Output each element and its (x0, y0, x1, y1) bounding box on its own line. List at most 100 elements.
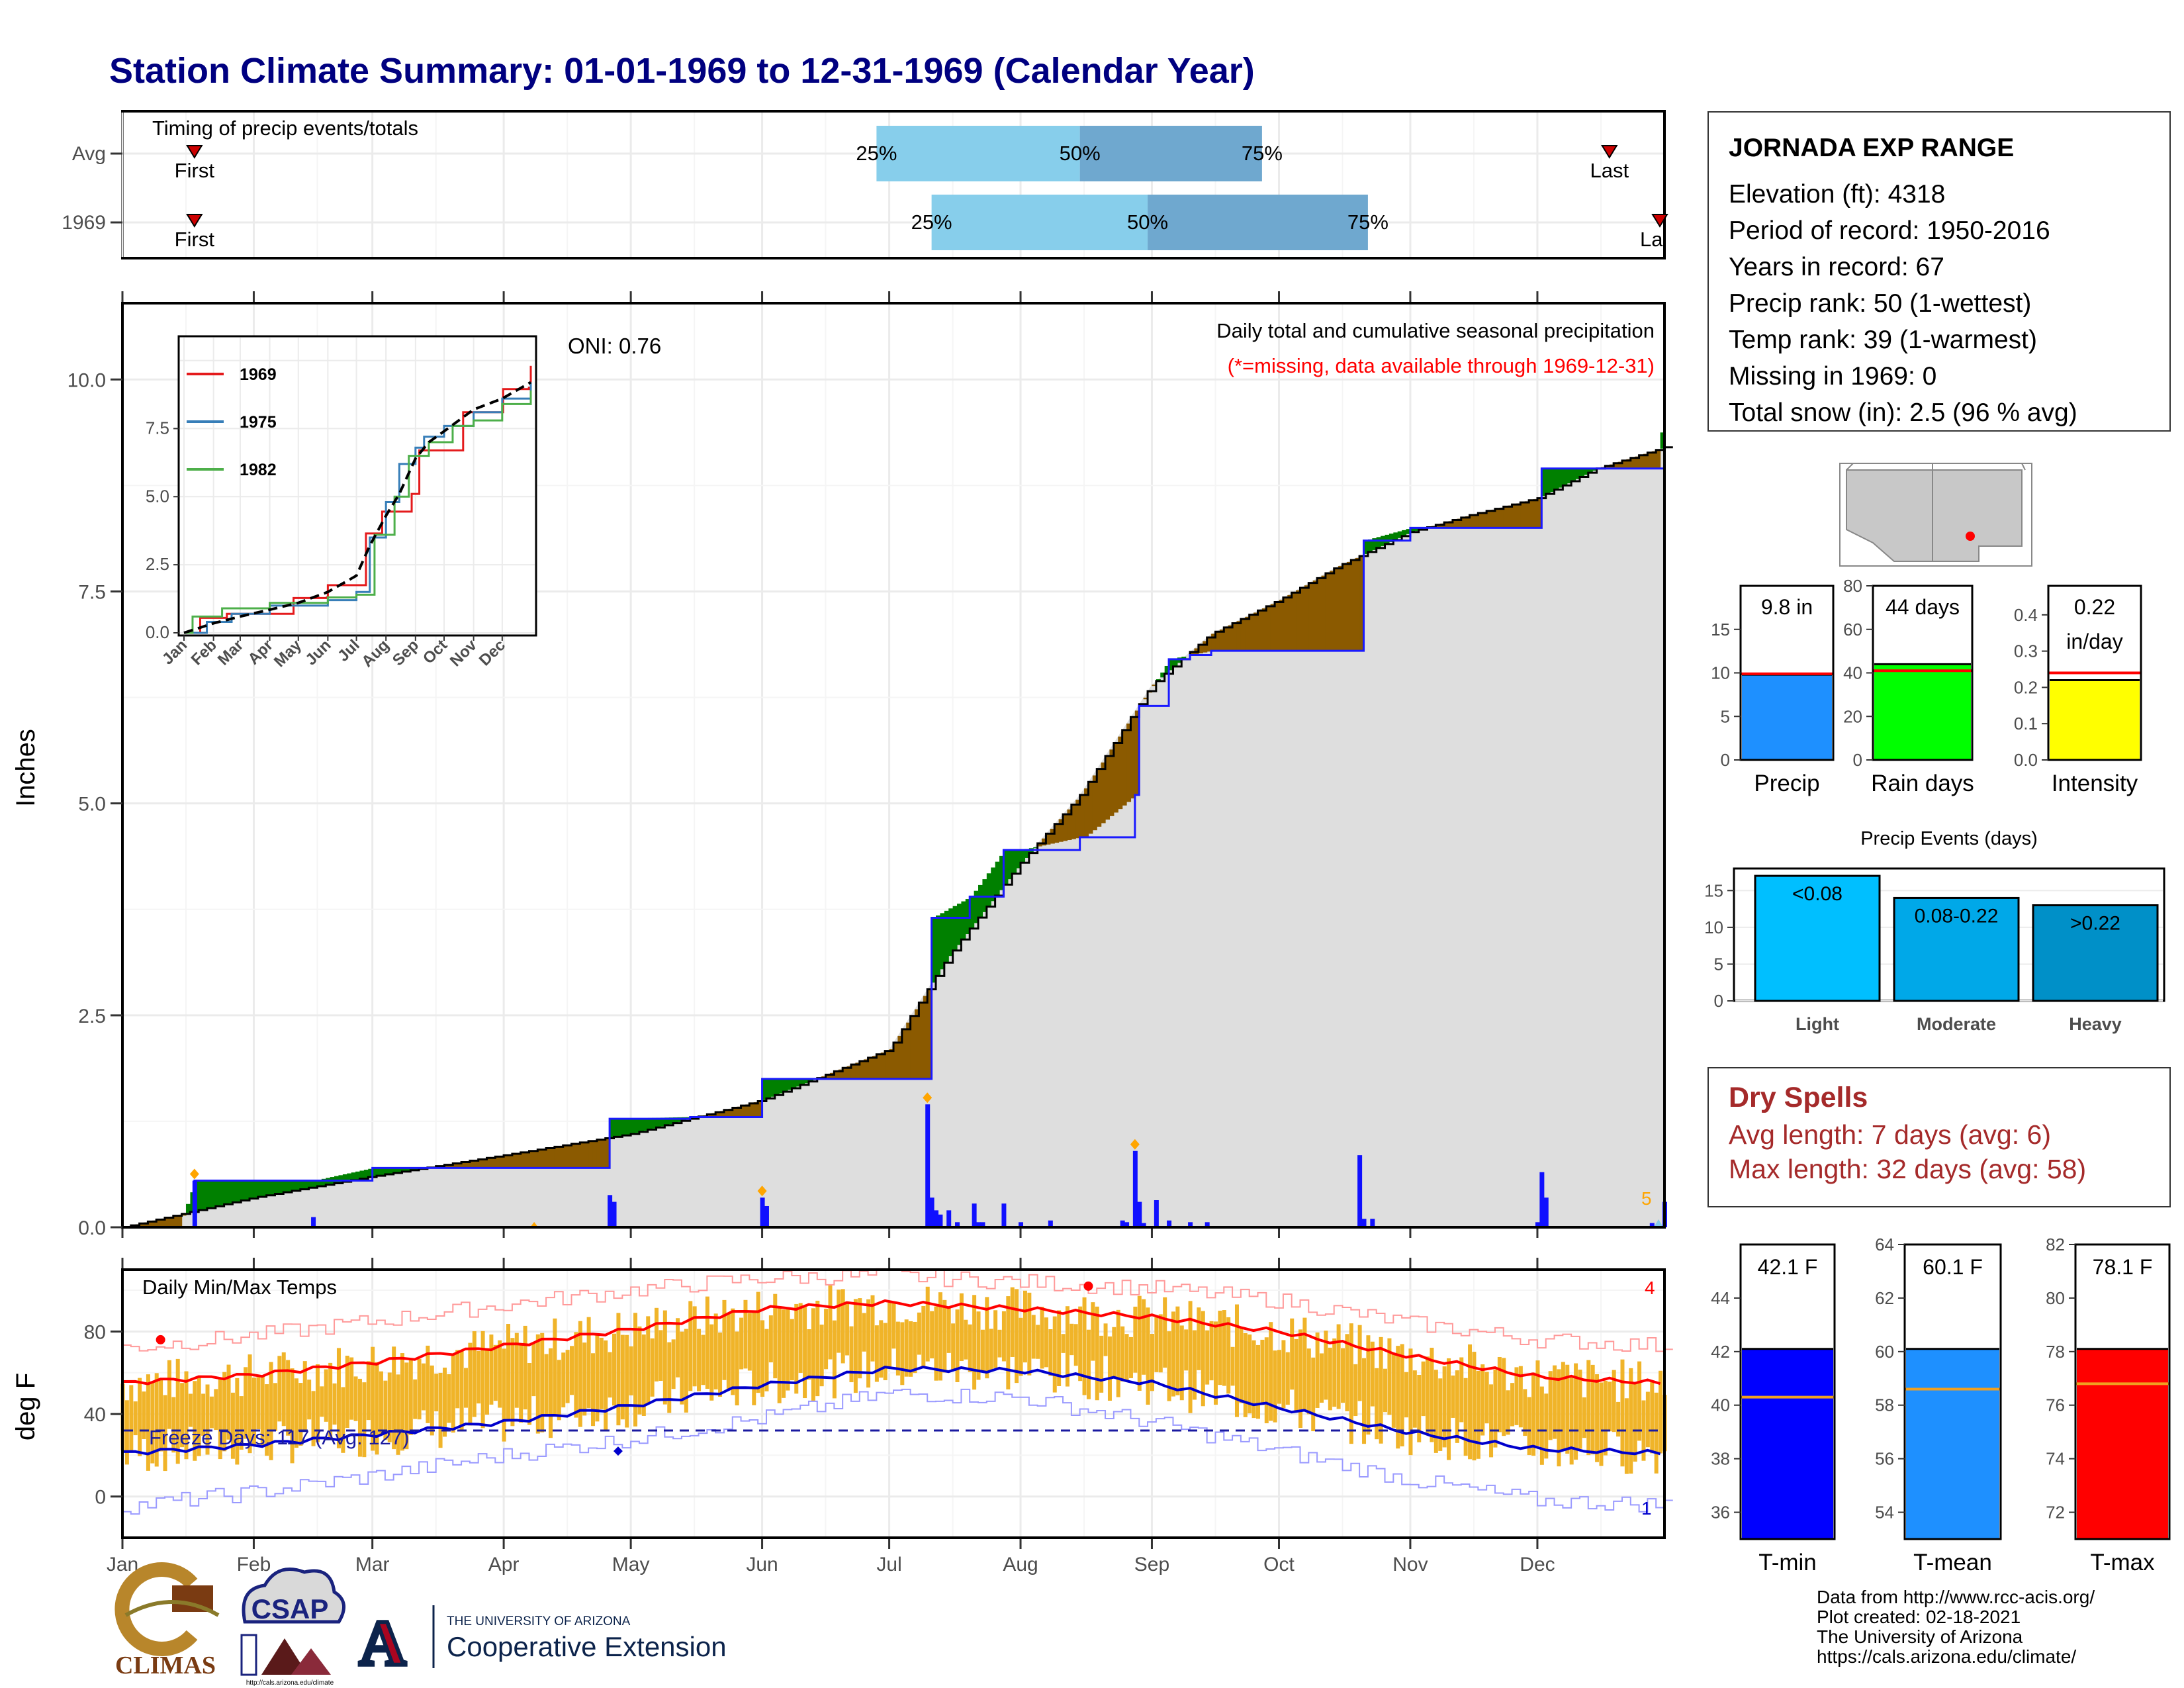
summary-label-0: Precip (1754, 771, 1819, 796)
event-category-label: Light (1796, 1014, 1839, 1034)
average-cumulative-line (122, 446, 1673, 1229)
daily-precip-bar (1154, 1200, 1159, 1227)
timing-last-marker-0 (1601, 145, 1618, 159)
temp-bar-ytick: 42 (1711, 1342, 1730, 1362)
inset-ytick: 0.0 (146, 622, 169, 642)
precip-ytick: 7.5 (78, 581, 106, 603)
summary-ytick: 0.0 (2014, 750, 2038, 770)
summary-ytick: 80 (1843, 576, 1862, 596)
summary-bar-2 (2050, 680, 2140, 760)
temp-bar-value-1: 60.1 F (1923, 1255, 1983, 1279)
month-label: Nov (1392, 1554, 1428, 1575)
summary-ytick: 0 (1721, 750, 1730, 770)
daily-precip-bar (764, 1205, 769, 1227)
inset-legend-label: 1982 (240, 461, 277, 479)
event-bar-moderate (1893, 896, 2020, 1002)
daily-precip-bar (311, 1217, 316, 1227)
temp-panel: 0 40 80 Daily Min/Max Temps Freeze Days: 1… (11, 1258, 1673, 1575)
precip-corner-value: 5 (1641, 1188, 1652, 1209)
month-label: May (612, 1554, 650, 1575)
inset-line-average (183, 381, 531, 634)
temp-bar-value-2: 78.1 F (2093, 1255, 2153, 1279)
timing-last-label-0: Last (1590, 159, 1629, 182)
summary-value2-2: in/day (2066, 630, 2122, 653)
temp-bar-ytick: 54 (1875, 1503, 1894, 1523)
csap-logo: CSAP http://cals.arizona.edu/climate (240, 1568, 345, 1687)
timing-q75-1: 75% (1347, 211, 1388, 234)
events-ytick: 0 (1714, 991, 1723, 1011)
month-label: Mar (355, 1554, 390, 1575)
daily-precip-bar (1137, 1201, 1142, 1227)
month-label: Oct (1263, 1554, 1295, 1575)
credit-data-source: Data from http://www.rcc-acis.org/ (1817, 1587, 2095, 1607)
daily-precip-bar (1357, 1155, 1363, 1227)
month-label: Sep (1134, 1554, 1169, 1575)
record-low-line (122, 1388, 1673, 1515)
ua-letter: A (359, 1608, 406, 1679)
timing-first-label-1: First (175, 228, 215, 251)
daily-precip-bar (1370, 1219, 1375, 1227)
daily-precip-bar (1167, 1220, 1172, 1227)
summary-value-1: 44 days (1886, 595, 1960, 619)
daily-precip-bar (972, 1203, 977, 1227)
summary-bar-1 (1874, 664, 1971, 760)
events-ytick: 10 (1704, 917, 1723, 937)
summary-label-1: Rain days (1871, 771, 1974, 796)
daily-precip-bar (1543, 1197, 1549, 1227)
temp-bar-ytick: 40 (1711, 1395, 1730, 1415)
summary-ytick: 0.2 (2014, 677, 2038, 697)
daily-precip-bar (1141, 1223, 1146, 1227)
month-label: Aug (1003, 1554, 1038, 1575)
temp-bar-ytick: 80 (2046, 1288, 2065, 1308)
event-bar-heavy (2032, 904, 2159, 1002)
precip-ytick: 2.5 (78, 1006, 106, 1027)
precip-ytick: 0.0 (78, 1217, 106, 1239)
summary-ytick: 10 (1711, 663, 1730, 683)
temp-corner-blue: 1 (1641, 1498, 1652, 1519)
events-ytick: 5 (1714, 954, 1723, 974)
temp-bar-2 (2077, 1348, 2168, 1539)
temp-ytick: 40 (84, 1404, 106, 1426)
avg-tmax-line (122, 1299, 1661, 1385)
event-range-label: >0.22 (2070, 913, 2120, 935)
temp-corner-red: 4 (1645, 1278, 1655, 1298)
summary-ytick: 5 (1721, 706, 1730, 726)
daily-precip-bar (1019, 1222, 1024, 1227)
station-precip-rank: Precip rank: 50 (1-wettest) (1729, 289, 2032, 318)
temp-bar-ytick: 82 (2046, 1235, 2065, 1254)
ua-big-text: Cooperative Extension (447, 1631, 727, 1662)
temp-label: Daily Min/Max Temps (142, 1276, 337, 1299)
temp-bar-ytick: 64 (1875, 1235, 1894, 1254)
dry-spells-title: Dry Spells (1729, 1082, 1868, 1113)
precip-ytick: 5.0 (78, 794, 106, 816)
freeze-days-label: Freeze Days: 117 (Avg: 127) (149, 1426, 409, 1449)
daily-precip-bar (980, 1222, 985, 1227)
timing-box-high-0 (1079, 126, 1262, 181)
csap-text: CSAP (251, 1593, 329, 1624)
daily-precip-bar (925, 1104, 931, 1227)
timing-label: Timing of precip events/totals (152, 117, 418, 140)
timing-box-low-0 (876, 126, 1080, 181)
summary-ytick: 0.1 (2014, 714, 2038, 733)
daily-precip-bar (1535, 1222, 1540, 1227)
daily-precip-bar (1132, 1150, 1138, 1227)
credit-website: https://cals.arizona.edu/climate/ (1817, 1646, 2077, 1667)
station-missing: Missing in 1969: 0 (1729, 362, 1937, 391)
event-bar-light (1754, 874, 1881, 1002)
events-ytick: 15 (1704, 880, 1723, 900)
credits-block: Data from http://www.rcc-acis.org/ Plot … (1817, 1587, 2095, 1667)
dry-spells-box: Dry Spells Avg length: 7 days (avg: 6) M… (1707, 1067, 2171, 1207)
precip-legend-line2: (*=missing, data available through 1969-… (1228, 354, 1655, 377)
temp-bar-label-1: T-mean (1913, 1550, 1992, 1575)
temp-ytick: 80 (84, 1321, 106, 1343)
precip-legend-line1: Daily total and cumulative seasonal prec… (1216, 319, 1655, 342)
daily-precip-bar (929, 1197, 934, 1227)
climas-logo: CLIMAS (114, 1562, 220, 1679)
timing-row-1969-name: 1969 (62, 212, 106, 234)
temp-bar-label-2: T-max (2090, 1550, 2155, 1575)
csap-url: http://cals.arizona.edu/climate (246, 1679, 334, 1687)
temp-bar-ytick: 62 (1875, 1288, 1894, 1308)
month-label: Dec (1520, 1554, 1555, 1575)
temp-bar-ytick: 44 (1711, 1288, 1730, 1308)
